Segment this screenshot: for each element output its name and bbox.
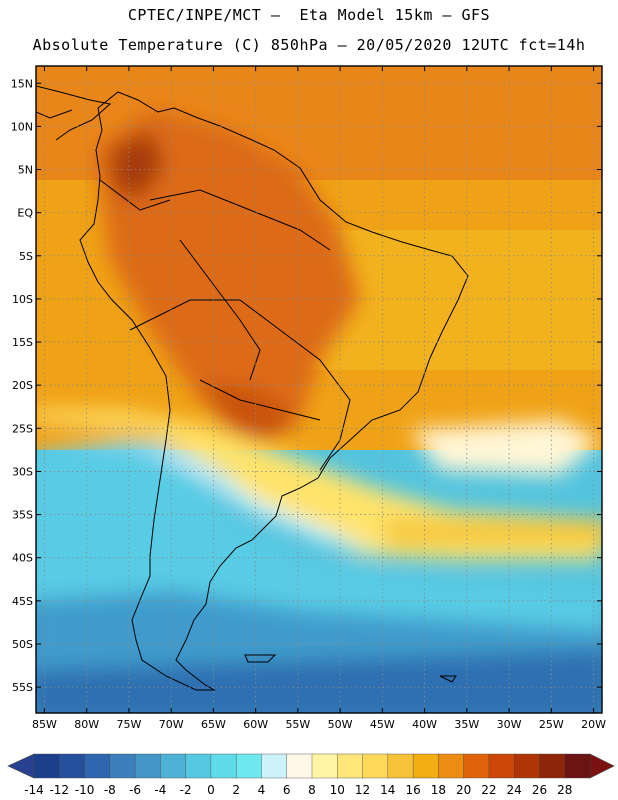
colorbar-label: -8 xyxy=(104,783,116,797)
colorbar-label: 8 xyxy=(308,783,316,797)
colorbar-swatch xyxy=(412,753,439,779)
lon-label: 25W xyxy=(539,718,564,731)
colorbar-label: 28 xyxy=(557,783,572,797)
colorbar-swatch xyxy=(160,753,187,779)
colorbar-swatch xyxy=(33,753,60,779)
lon-label: 60W xyxy=(243,718,268,731)
colorbar-swatch xyxy=(235,753,262,779)
colorbar-label: -4 xyxy=(154,783,166,797)
lat-label: 10S xyxy=(12,293,33,306)
colorbar-label: 0 xyxy=(207,783,215,797)
chart-title-line1: CPTEC/INPE/MCT – Eta Model 15km – GFS xyxy=(127,6,491,24)
colorbar-label: 4 xyxy=(258,783,266,797)
lon-label: 20W xyxy=(581,718,606,731)
colorbar-swatch xyxy=(362,753,389,779)
colorbar-label: 10 xyxy=(330,783,345,797)
lat-label: 40S xyxy=(12,552,33,565)
colorbar xyxy=(7,753,615,779)
colorbar-swatch xyxy=(185,753,212,779)
colorbar-swatch xyxy=(59,753,86,779)
lon-label: 30W xyxy=(497,718,522,731)
colorbar-label: 2 xyxy=(232,783,240,797)
lat-label: 45S xyxy=(12,595,33,608)
colorbar-high-arrow xyxy=(589,753,615,779)
lat-label: 50S xyxy=(12,638,33,651)
latitude-labels: 15N 10N 5N EQ 5S 10S 15S 20S 25S 30S 35S 40S 45S 50S 5… xyxy=(11,77,34,694)
coastline xyxy=(36,85,469,691)
colorbar-label: 22 xyxy=(481,783,496,797)
lon-label: 70W xyxy=(159,718,184,731)
colorbar-swatch xyxy=(337,753,364,779)
lon-label: 75W xyxy=(116,718,141,731)
colorbar-swatch xyxy=(134,753,161,779)
longitude-labels: 85W 80W 75W 70W 65W 60W 55W 50W 45W 40W 35W 30W 25W 2… xyxy=(32,718,606,731)
colorbar-label: -12 xyxy=(49,783,69,797)
colorbar-swatch xyxy=(261,753,288,779)
colorbar-swatch xyxy=(387,753,414,779)
colorbar-swatch xyxy=(488,753,515,779)
colorbar-label: 26 xyxy=(532,783,547,797)
colorbar-swatch xyxy=(286,753,313,779)
colorbar-label: 18 xyxy=(431,783,446,797)
colorbar-label: -14 xyxy=(24,783,44,797)
lon-label: 55W xyxy=(285,718,310,731)
lat-label: 10N xyxy=(11,120,33,133)
lat-label: 30S xyxy=(12,465,33,478)
lat-label: EQ xyxy=(17,207,33,220)
temperature-field xyxy=(36,66,602,713)
colorbar-label: 14 xyxy=(380,783,395,797)
colorbar-label: 20 xyxy=(456,783,471,797)
lon-label: 65W xyxy=(201,718,226,731)
colorbar-label: 6 xyxy=(283,783,291,797)
lon-label: 35W xyxy=(454,718,479,731)
colorbar-label: 16 xyxy=(405,783,420,797)
colorbar-swatch xyxy=(109,753,136,779)
lon-label: 80W xyxy=(74,718,99,731)
colorbar-label: 24 xyxy=(507,783,522,797)
colorbar-low-arrow xyxy=(7,753,35,779)
lat-label: 15S xyxy=(12,336,33,349)
colorbar-swatch xyxy=(564,753,591,779)
lat-label: 5N xyxy=(18,164,33,177)
axis-ticks xyxy=(36,66,602,713)
colorbar-label: 12 xyxy=(355,783,370,797)
lat-label: 55S xyxy=(12,681,33,694)
colorbar-swatch xyxy=(539,753,566,779)
lon-label: 40W xyxy=(412,718,437,731)
lat-label: 25S xyxy=(12,422,33,435)
lon-label: 50W xyxy=(328,718,353,731)
colorbar-label: -6 xyxy=(129,783,141,797)
colorbar-labels: -14 -12 -10 -8 -6 -4 -2 0 2 4 6 8 10 12 14 16 18 20 22 24 26… xyxy=(24,783,572,797)
lon-label: 45W xyxy=(370,718,395,731)
map-frame xyxy=(35,65,603,714)
lat-label: 20S xyxy=(12,379,33,392)
lon-label: 85W xyxy=(32,718,57,731)
colorbar-label: -2 xyxy=(180,783,192,797)
lat-label: 5S xyxy=(19,250,33,263)
colorbar-swatch xyxy=(84,753,111,779)
colorbar-swatch xyxy=(210,753,237,779)
colorbar-swatch xyxy=(438,753,465,779)
chart-title-line2: Absolute Temperature (C) 850hPa – 20/05/… xyxy=(32,36,586,54)
colorbar-swatch xyxy=(513,753,540,779)
colorbar-label: -10 xyxy=(75,783,95,797)
colorbar-swatch xyxy=(311,753,338,779)
colorbar-swatch xyxy=(463,753,490,779)
lat-label: 35S xyxy=(12,509,33,522)
lat-label: 15N xyxy=(11,77,33,90)
